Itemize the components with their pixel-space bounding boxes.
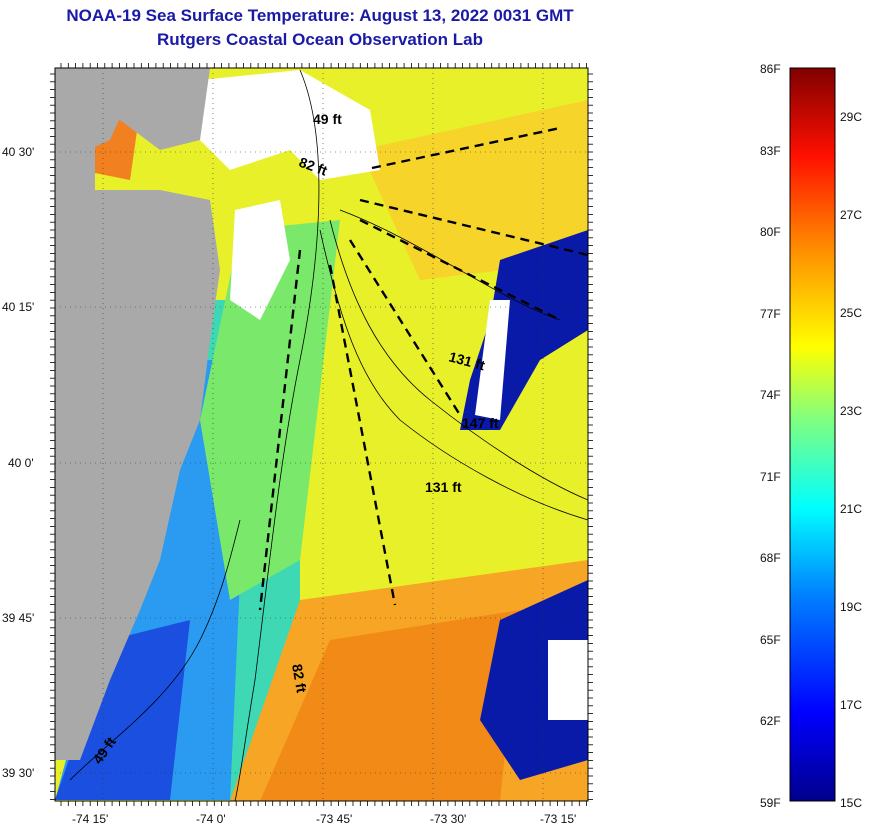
depth-label: 49 ft xyxy=(313,111,342,127)
lon-label: -73 15' xyxy=(540,812,577,826)
map-title: NOAA-19 Sea Surface Temperature: August … xyxy=(66,6,574,25)
lat-label: 40 0' xyxy=(8,456,34,470)
lon-label: -73 45' xyxy=(316,812,353,826)
colorbar-f-label: 86F xyxy=(760,62,781,76)
colorbar-f-label: 68F xyxy=(760,551,781,565)
lat-label: 40 15' xyxy=(2,300,35,314)
colorbar-c-label: 17C xyxy=(840,698,863,712)
colorbar-f-label: 71F xyxy=(760,470,781,484)
colorbar-c-label: 25C xyxy=(840,306,863,320)
colorbar-c-label: 21C xyxy=(840,502,863,516)
colorbar-c-label: 27C xyxy=(840,208,863,222)
colorbar xyxy=(789,67,836,802)
lat-label: 40 30' xyxy=(2,145,35,159)
depth-label: 147 ft xyxy=(462,415,499,431)
colorbar-f-label: 59F xyxy=(760,796,781,810)
map-grid xyxy=(55,68,588,801)
lat-label: 39 30' xyxy=(2,766,35,780)
colorbar-f-label: 77F xyxy=(760,307,781,321)
depth-label: 82 ft xyxy=(289,663,310,694)
depth-label: 131 ft xyxy=(425,479,462,495)
map-subtitle: Rutgers Coastal Ocean Observation Lab xyxy=(157,30,483,49)
lon-label: -74 0' xyxy=(196,812,226,826)
map-frame xyxy=(54,67,589,802)
map-ticks xyxy=(50,63,593,806)
sst-field xyxy=(55,68,588,801)
lon-label: -73 30' xyxy=(430,812,467,826)
colorbar-f-label: 80F xyxy=(760,225,781,239)
colorbar-f-label: 83F xyxy=(760,144,781,158)
colorbar-c-label: 19C xyxy=(840,600,863,614)
colorbar-f-label: 65F xyxy=(760,633,781,647)
colorbar-c-label: 29C xyxy=(840,110,863,124)
colorbar-f-label: 62F xyxy=(760,714,781,728)
colorbar-f-label: 74F xyxy=(760,388,781,402)
colorbar-c-label: 15C xyxy=(840,796,863,810)
colorbar-c-label: 23C xyxy=(840,404,863,418)
lat-label: 39 45' xyxy=(2,611,35,625)
lon-label: -74 15' xyxy=(72,812,109,826)
